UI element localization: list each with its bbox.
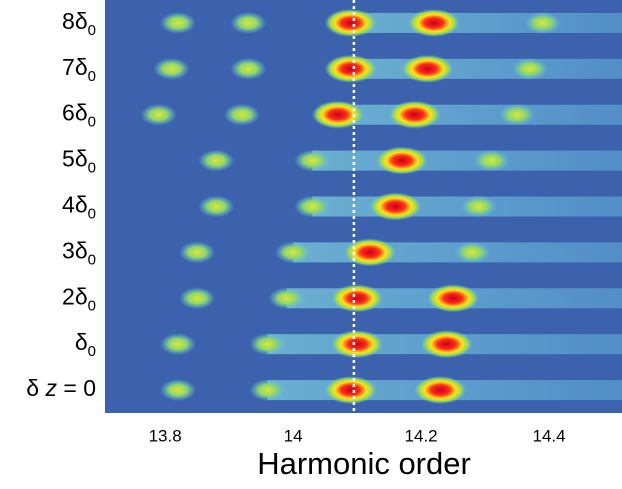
row-label: 4δ0	[62, 192, 96, 223]
peak	[324, 54, 377, 83]
row-label-part: 0	[88, 298, 96, 315]
row-label: δ0	[75, 329, 96, 360]
row-label: 8δ0	[62, 8, 96, 39]
row-label-part: 0	[88, 206, 96, 223]
x-tick-label: 14.4	[533, 426, 566, 445]
x-tick-label: 14.2	[405, 426, 438, 445]
peak	[369, 192, 422, 221]
row-label-part: 0	[88, 22, 96, 39]
row-label-part: 8δ	[62, 8, 88, 34]
peak	[159, 379, 196, 402]
x-axis-title: Harmonic order	[257, 446, 471, 481]
peak	[524, 11, 561, 34]
row-label-part: z	[44, 375, 57, 401]
row-label-part: δ	[75, 329, 88, 355]
peak	[427, 284, 480, 313]
row-label-part: δ	[26, 375, 45, 401]
peak	[249, 379, 286, 402]
peak	[159, 11, 196, 34]
x-tick-label: 13.8	[149, 426, 182, 445]
peak	[198, 149, 235, 172]
peak	[454, 241, 491, 264]
row-label: 7δ0	[62, 54, 96, 85]
peak	[179, 241, 216, 264]
peak	[407, 8, 460, 37]
row-label-part: 6δ	[62, 100, 88, 126]
row-label: 2δ0	[62, 283, 96, 314]
peak	[294, 149, 331, 172]
peak	[499, 103, 536, 126]
peak	[198, 195, 235, 218]
row-label-part: 0	[88, 252, 96, 269]
row-label-part: 0	[88, 114, 96, 131]
peak	[324, 8, 377, 37]
peak	[375, 146, 428, 175]
streak	[350, 58, 622, 79]
row-label-part: 5δ	[62, 146, 88, 172]
row-label: 6δ0	[62, 100, 96, 131]
peak	[294, 195, 331, 218]
x-tick-label: 14	[284, 426, 303, 445]
peak	[388, 100, 441, 129]
row-label-part: 0	[88, 68, 96, 85]
peak	[223, 103, 260, 126]
row-label-part: 3δ	[62, 237, 88, 263]
peak	[420, 330, 473, 359]
peak	[473, 149, 510, 172]
streak	[350, 12, 622, 33]
row-label-part: 0	[88, 160, 96, 177]
peak	[331, 284, 384, 313]
peak	[311, 100, 364, 129]
row-label: 5δ0	[62, 146, 96, 177]
peak	[343, 238, 396, 267]
row-label-part: = 0	[57, 375, 96, 401]
peak	[230, 11, 267, 34]
row-label-part: 2δ	[62, 283, 88, 309]
peak	[331, 330, 384, 359]
peak	[268, 287, 305, 310]
peak	[414, 376, 467, 405]
peak	[249, 333, 286, 356]
peak	[159, 333, 196, 356]
peak	[153, 57, 190, 80]
row-label: δ z = 0	[26, 375, 96, 401]
peak	[401, 54, 454, 83]
peak	[324, 376, 377, 405]
row-label-part: 7δ	[62, 54, 88, 80]
peak	[230, 57, 267, 80]
row-label-part: 4δ	[62, 192, 88, 218]
peak	[460, 195, 497, 218]
row-label: 3δ0	[62, 237, 96, 268]
row-label-part: 0	[88, 344, 96, 361]
peak	[140, 103, 177, 126]
peak	[511, 57, 548, 80]
streak	[337, 104, 622, 125]
peak	[179, 287, 216, 310]
streak	[312, 150, 622, 171]
peak	[275, 241, 312, 264]
